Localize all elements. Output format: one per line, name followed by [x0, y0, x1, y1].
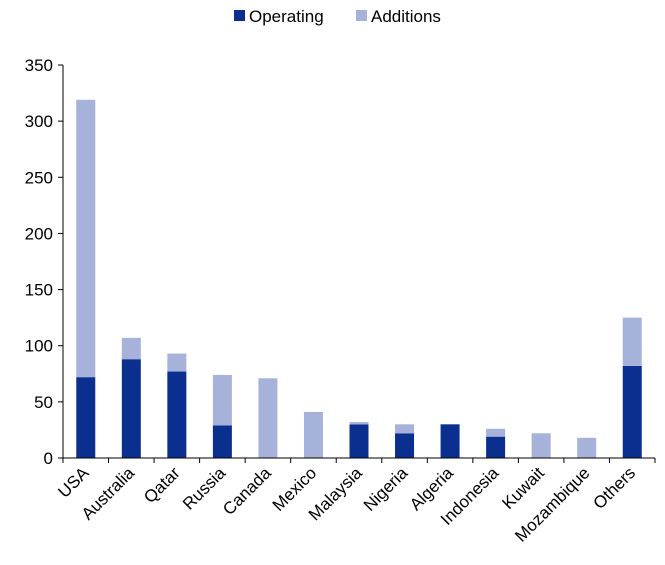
y-axis: 0 50 100 150 200 250 300 350 — [25, 56, 64, 468]
bar-additions-australia — [121, 337, 141, 360]
bar-operating-others — [622, 365, 642, 458]
bar-additions-mexico — [303, 411, 323, 458]
bar-operating-indonesia — [486, 436, 506, 458]
legend: Operating Additions — [234, 7, 441, 26]
legend-swatch-operating — [234, 10, 245, 21]
bar-additions-canada — [258, 378, 278, 458]
bar-operating-nigeria — [395, 433, 415, 458]
legend-swatch-additions — [356, 10, 367, 21]
y-tick-label: 100 — [25, 337, 53, 356]
bar-additions-others — [622, 317, 642, 366]
bars — [76, 99, 642, 458]
bar-additions-qatar — [167, 353, 187, 372]
bar-additions-kuwait — [531, 433, 551, 458]
bar-operating-malaysia — [349, 424, 369, 458]
bar-operating-russia — [212, 425, 232, 458]
bar-additions-indonesia — [486, 428, 506, 437]
x-category-label: Canada — [219, 463, 275, 519]
x-category-label: USA — [54, 463, 93, 502]
legend-label-operating: Operating — [249, 7, 324, 26]
legend-label-additions: Additions — [371, 7, 441, 26]
bar-operating-australia — [121, 359, 141, 458]
y-tick-label: 350 — [25, 56, 53, 75]
bar-operating-usa — [76, 377, 96, 458]
y-tick-label: 250 — [25, 168, 53, 187]
bar-operating-qatar — [167, 371, 187, 458]
x-category-label: Nigeria — [360, 463, 412, 515]
y-tick-label: 50 — [34, 393, 53, 412]
y-tick-label: 200 — [25, 224, 53, 243]
x-category-label: Others — [590, 463, 640, 513]
bar-additions-mozambique — [577, 437, 597, 458]
bar-additions-malaysia — [349, 422, 369, 425]
bar-additions-russia — [212, 374, 232, 426]
y-tick-label: 0 — [44, 449, 53, 468]
y-tick-label: 300 — [25, 112, 53, 131]
y-tick-label: 150 — [25, 281, 53, 300]
bar-operating-algeria — [440, 424, 460, 458]
x-category-label: Qatar — [140, 463, 184, 507]
bar-additions-nigeria — [395, 424, 415, 434]
bar-additions-usa — [76, 99, 96, 378]
